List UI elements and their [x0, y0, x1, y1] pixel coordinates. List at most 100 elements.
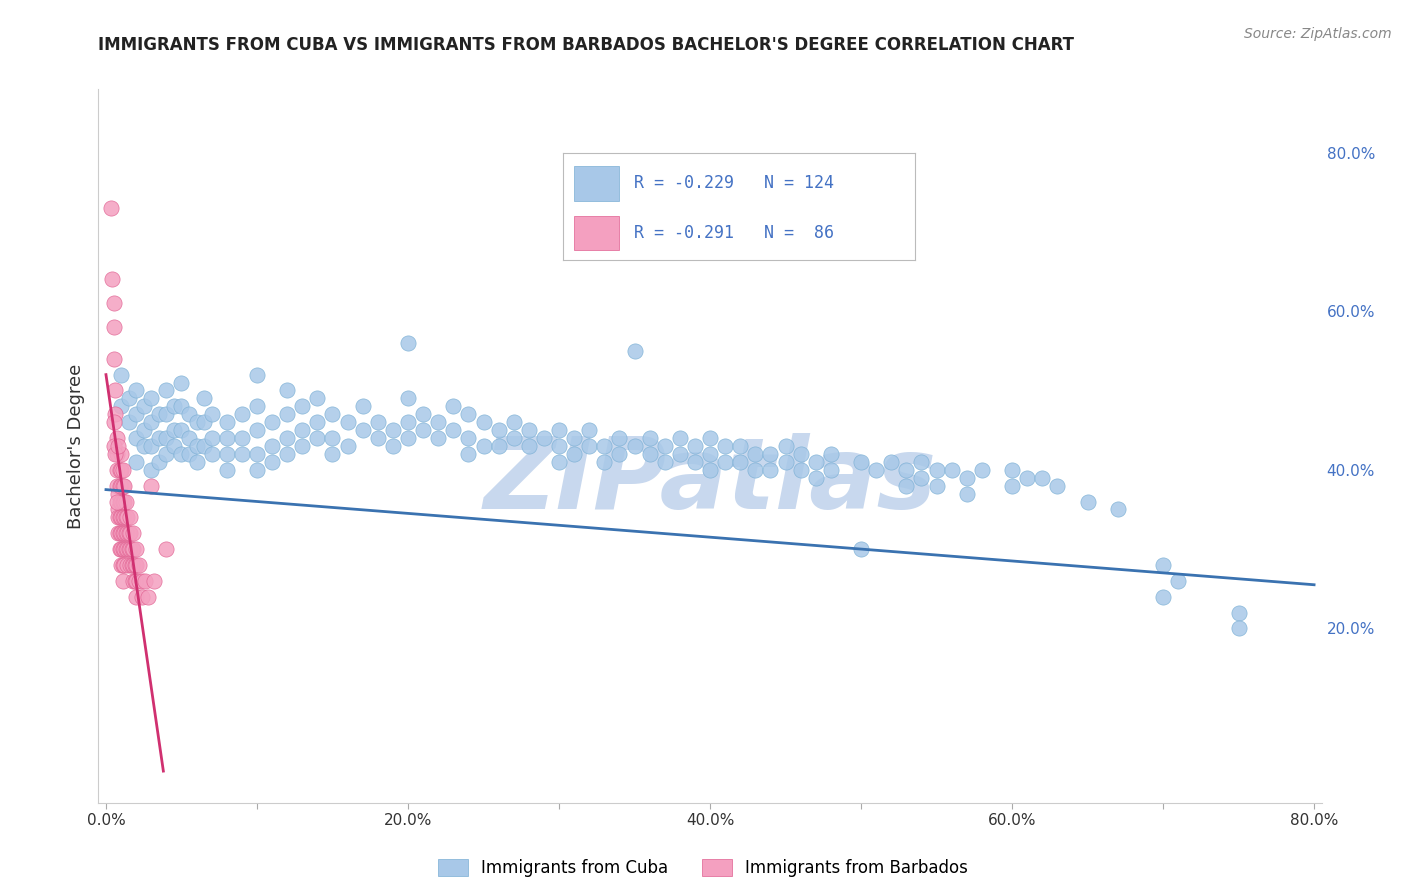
Point [336, 415, 359, 429]
Point [124, 574, 146, 588]
Point [1152, 558, 1174, 572]
Point [177, 447, 200, 461]
Point [849, 455, 872, 469]
Point [131, 574, 153, 588]
Point [104, 447, 127, 461]
Point [177, 407, 200, 421]
Point [193, 415, 215, 429]
Point [132, 423, 155, 437]
Point [548, 455, 571, 469]
Point [111, 526, 134, 541]
Point [654, 439, 676, 453]
Point [112, 542, 135, 557]
Point [125, 431, 148, 445]
Point [110, 463, 132, 477]
Point [759, 447, 782, 461]
Point [246, 368, 269, 382]
Point [163, 400, 186, 414]
Point [276, 447, 298, 461]
Point [593, 455, 616, 469]
Point [201, 407, 224, 421]
Point [155, 447, 177, 461]
Point [246, 400, 269, 414]
Point [141, 463, 163, 477]
Point [307, 431, 329, 445]
Point [120, 510, 142, 524]
Point [396, 392, 419, 406]
Point [896, 478, 918, 492]
Point [117, 415, 139, 429]
Point [110, 558, 132, 572]
Point [699, 431, 721, 445]
Point [193, 392, 215, 406]
Point [155, 384, 177, 398]
Point [1001, 478, 1024, 492]
Point [548, 439, 571, 453]
Point [262, 415, 284, 429]
Text: IMMIGRANTS FROM CUBA VS IMMIGRANTS FROM BARBADOS BACHELOR'S DEGREE CORRELATION C: IMMIGRANTS FROM CUBA VS IMMIGRANTS FROM … [98, 36, 1074, 54]
Point [789, 447, 811, 461]
Point [132, 400, 155, 414]
Point [1107, 502, 1129, 516]
Point [112, 494, 135, 508]
Point [1167, 574, 1189, 588]
Point [321, 447, 343, 461]
Point [170, 447, 193, 461]
Point [775, 439, 797, 453]
Point [141, 439, 163, 453]
Point [775, 455, 797, 469]
Point [141, 478, 163, 492]
Point [111, 478, 134, 492]
Point [307, 415, 329, 429]
Point [101, 272, 124, 286]
Point [193, 439, 215, 453]
Text: Source: ZipAtlas.com: Source: ZipAtlas.com [1244, 27, 1392, 41]
Point [121, 542, 143, 557]
Point [623, 439, 645, 453]
Point [120, 558, 142, 572]
Point [170, 400, 193, 414]
Point [352, 400, 374, 414]
Point [111, 494, 134, 508]
Point [114, 510, 136, 524]
Point [201, 431, 224, 445]
Point [488, 439, 510, 453]
Point [107, 502, 129, 516]
Point [111, 542, 134, 557]
Point [110, 510, 132, 524]
Point [107, 486, 129, 500]
Point [441, 423, 464, 437]
Point [110, 400, 132, 414]
Point [125, 574, 148, 588]
Point [609, 447, 631, 461]
Point [215, 415, 238, 429]
Point [336, 439, 359, 453]
Point [170, 376, 193, 390]
Point [107, 526, 129, 541]
Point [231, 447, 253, 461]
Point [125, 407, 148, 421]
Point [121, 558, 143, 572]
Legend: Immigrants from Cuba, Immigrants from Barbados: Immigrants from Cuba, Immigrants from Ba… [432, 852, 974, 884]
Point [517, 439, 540, 453]
Point [367, 415, 389, 429]
Point [638, 447, 661, 461]
Point [186, 439, 208, 453]
Point [956, 486, 979, 500]
Point [457, 447, 479, 461]
Point [105, 463, 128, 477]
Point [427, 415, 450, 429]
Point [609, 431, 631, 445]
Point [488, 423, 510, 437]
Point [728, 455, 751, 469]
Point [155, 431, 177, 445]
Point [115, 542, 138, 557]
Point [381, 423, 404, 437]
Point [122, 574, 145, 588]
Point [105, 447, 128, 461]
Point [122, 558, 145, 572]
Point [291, 400, 314, 414]
Point [108, 494, 131, 508]
Point [956, 471, 979, 485]
Point [143, 574, 166, 588]
